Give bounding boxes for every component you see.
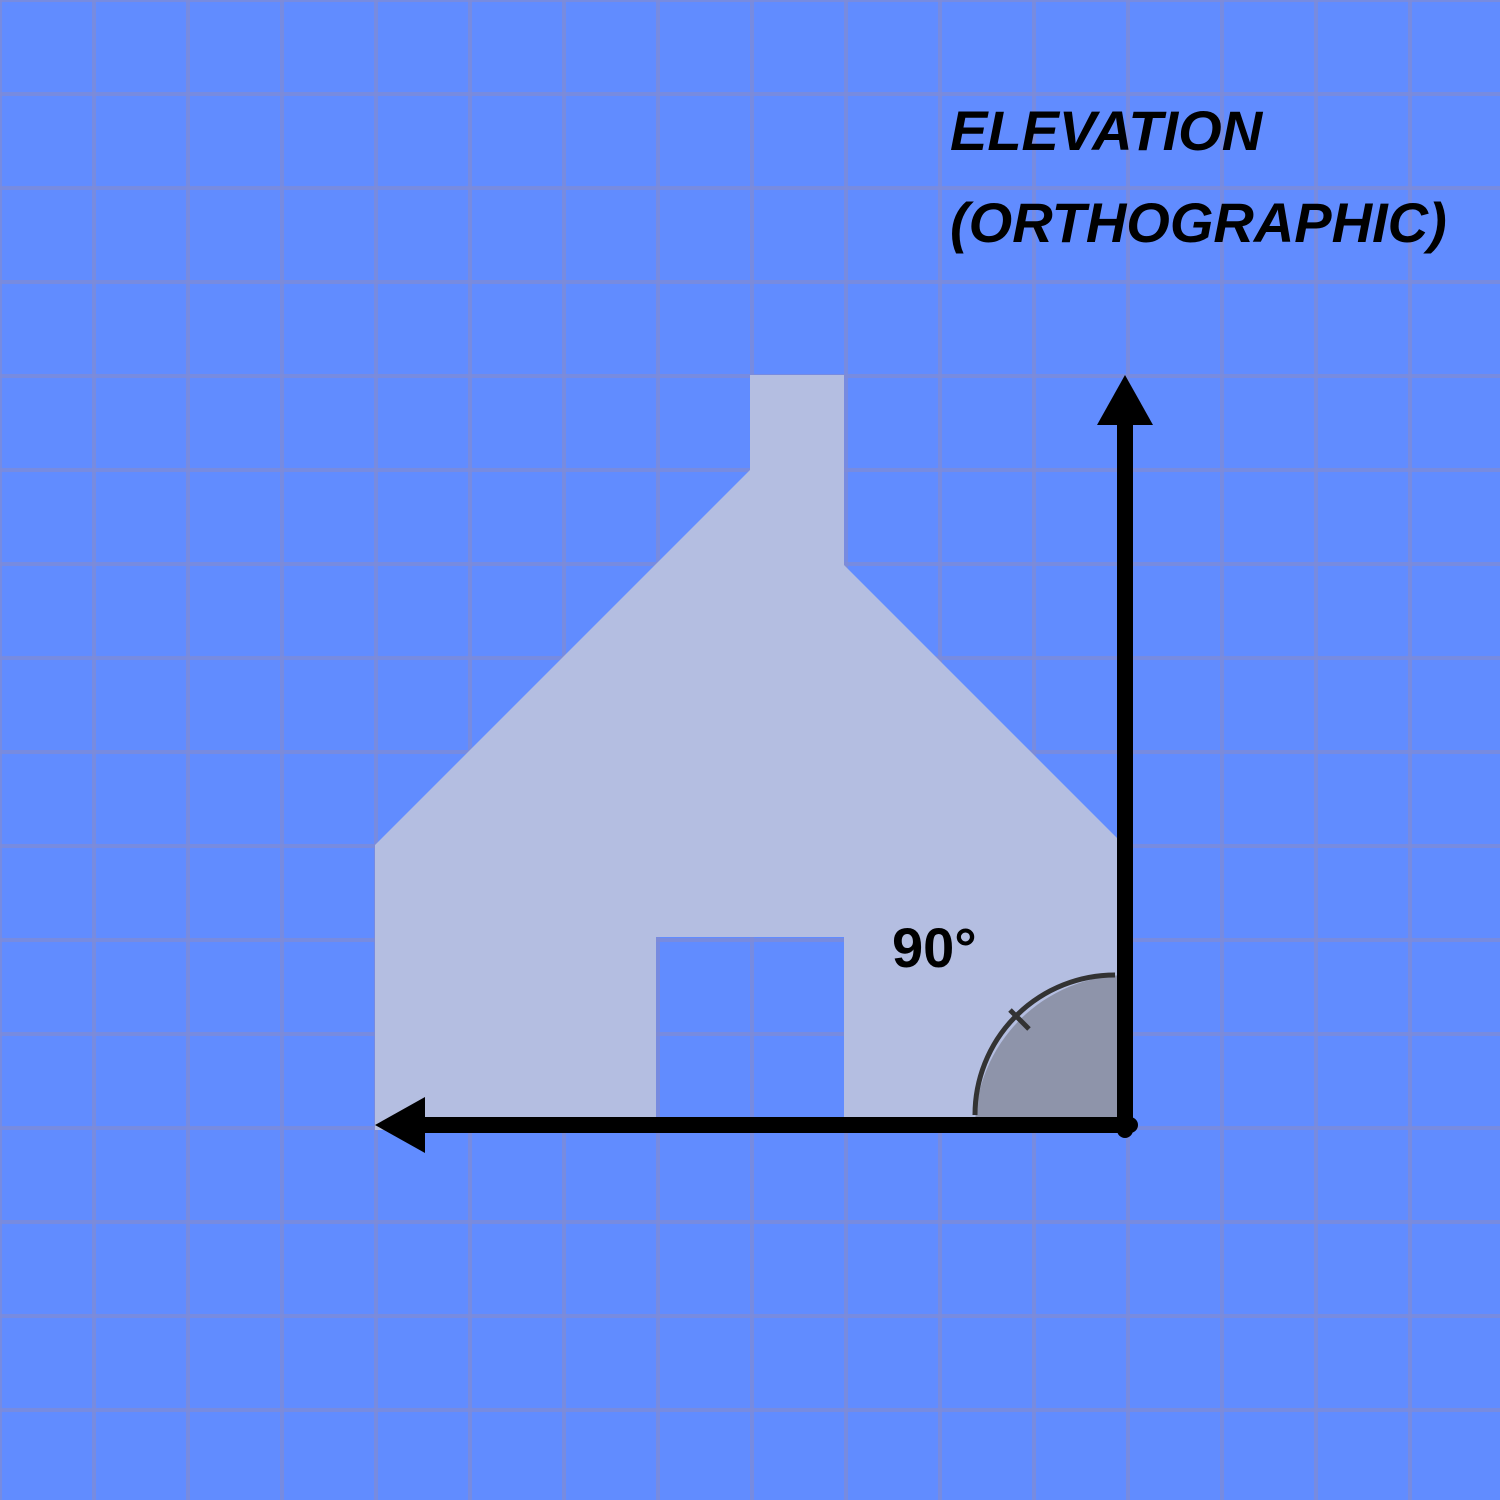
diagram-title-line2: (ORTHOGRAPHIC): [950, 191, 1447, 254]
horizontal-axis-arrowhead: [375, 1097, 425, 1153]
angle-label: 90°: [892, 916, 977, 979]
right-angle-tick: [1008, 1008, 1031, 1031]
right-angle-marker: [975, 975, 1128, 1128]
house-silhouette: [375, 375, 1130, 1130]
vertical-axis-arrowhead: [1097, 375, 1153, 425]
diagram-title-line1: ELEVATION: [950, 99, 1264, 162]
